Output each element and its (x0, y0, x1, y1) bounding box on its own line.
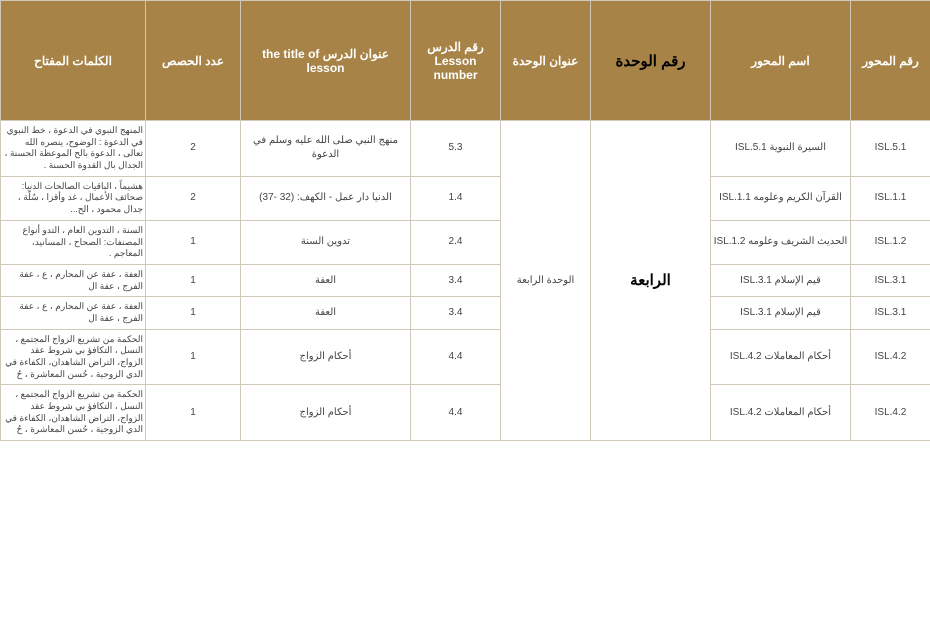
col-sessions: عدد الحصص (145, 1, 240, 121)
table-row: ISL.5.1السيرة النبوية ISL.5.1الرابعةالوح… (0, 121, 930, 177)
cell-sessions: 1 (145, 220, 240, 264)
cell-axis-name: أحكام المعاملات ISL.4.2 (710, 329, 850, 385)
cell-sessions: 1 (145, 385, 240, 441)
col-unit-title: عنوان الوحدة (500, 1, 590, 121)
cell-unit-no: الرابعة (590, 121, 710, 441)
col-lesson-no: رقم الدرس Lesson number (410, 1, 500, 121)
cell-axis-no: ISL.3.1 (850, 297, 930, 329)
table-row: ISL.1.1القرآن الكريم وعلومه ISL.1.1 1.4ال… (0, 176, 930, 220)
col-axis-no: رقم المحور (850, 1, 930, 121)
col-unit-no: رقم الوحدة (590, 1, 710, 121)
cell-axis-no: ISL.1.1 (850, 176, 930, 220)
cell-lesson-no: 4.4 (410, 329, 500, 385)
col-keywords: الكلمات المفتاح (0, 1, 145, 121)
cell-lesson-no: 3.4 (410, 264, 500, 296)
cell-lesson-title: أحكام الزواج (240, 385, 410, 441)
cell-keywords: هشيماً ، الباقيات الصالحات الدنيا: صحائف… (0, 176, 145, 220)
cell-lesson-no: 3.4 (410, 297, 500, 329)
cell-lesson-title: تدوين السنة (240, 220, 410, 264)
cell-keywords: المنهج النبوي في الدعوة ، خط النبوي في ا… (0, 121, 145, 177)
cell-sessions: 1 (145, 297, 240, 329)
cell-lesson-title: أحكام الزواج (240, 329, 410, 385)
cell-sessions: 2 (145, 176, 240, 220)
cell-axis-no: ISL.4.2 (850, 385, 930, 441)
table-row: ISL.4.2أحكام المعاملات ISL.4.2 4.4أحكام ا… (0, 385, 930, 441)
cell-unit-title: الوحدة الرابعة (500, 121, 590, 441)
cell-sessions: 1 (145, 264, 240, 296)
cell-axis-no: ISL.5.1 (850, 121, 930, 177)
cell-keywords: الحكمة من تشريع الزواج المجتمع ، النسل ،… (0, 329, 145, 385)
table-body: ISL.5.1السيرة النبوية ISL.5.1الرابعةالوح… (0, 121, 930, 441)
cell-lesson-title: منهج النبي صلى الله عليه وسلم في الدعوة (240, 121, 410, 177)
table-row: ISL.4.2أحكام المعاملات ISL.4.2 4.4أحكام ا… (0, 329, 930, 385)
cell-keywords: السنة ، التدوين العام ، التدو أنواع المص… (0, 220, 145, 264)
cell-axis-no: ISL.4.2 (850, 329, 930, 385)
cell-keywords: الحكمة من تشريع الزواج المجتمع ، النسل ،… (0, 385, 145, 441)
cell-sessions: 1 (145, 329, 240, 385)
cell-lesson-no: 4.4 (410, 385, 500, 441)
cell-keywords: العفة ، عفة عن المحارم ، ع ، عفة الفرج ،… (0, 264, 145, 296)
cell-lesson-no: 1.4 (410, 176, 500, 220)
col-lesson-title: عنوان الدرس the title of lesson (240, 1, 410, 121)
col-axis-name: اسم المحور (710, 1, 850, 121)
table-row: ISL.3.1قيم الإسلام ISL.3.1 3.4العفة1العفة… (0, 297, 930, 329)
cell-lesson-title: العفة (240, 264, 410, 296)
cell-lesson-no: 5.3 (410, 121, 500, 177)
cell-axis-no: ISL.1.2 (850, 220, 930, 264)
cell-axis-name: أحكام المعاملات ISL.4.2 (710, 385, 850, 441)
table-row: ISL.3.1قيم الإسلام ISL.3.1 3.4العفة1العفة… (0, 264, 930, 296)
cell-axis-name: القرآن الكريم وعلومه ISL.1.1 (710, 176, 850, 220)
cell-lesson-title: العفة (240, 297, 410, 329)
cell-axis-name: الحديث الشريف وعلومه ISL.1.2 (710, 220, 850, 264)
cell-axis-name: قيم الإسلام ISL.3.1 (710, 264, 850, 296)
cell-axis-no: ISL.3.1 (850, 264, 930, 296)
curriculum-table: رقم المحور اسم المحور رقم الوحدة عنوان ا… (0, 0, 930, 441)
cell-axis-name: قيم الإسلام ISL.3.1 (710, 297, 850, 329)
cell-lesson-no: 2.4 (410, 220, 500, 264)
cell-keywords: العفة ، عفة عن المحارم ، ع ، عفة الفرج ،… (0, 297, 145, 329)
cell-sessions: 2 (145, 121, 240, 177)
cell-axis-name: السيرة النبوية ISL.5.1 (710, 121, 850, 177)
table-row: ISL.1.2الحديث الشريف وعلومه ISL.1.2 2.4تد… (0, 220, 930, 264)
header-row: رقم المحور اسم المحور رقم الوحدة عنوان ا… (0, 1, 930, 121)
cell-lesson-title: الدنيا دار عمل - الكهف: (32 -37) (240, 176, 410, 220)
